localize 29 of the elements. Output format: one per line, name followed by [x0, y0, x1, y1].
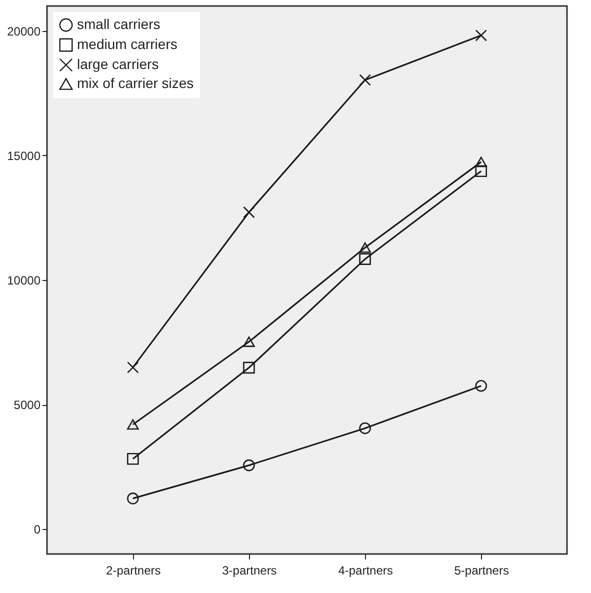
point	[243, 206, 255, 218]
point	[127, 452, 139, 465]
legend-label: large carriers	[77, 56, 159, 72]
x-tick-label: 4-partners	[338, 564, 393, 578]
point	[359, 422, 371, 434]
point	[475, 156, 487, 168]
y-tick-label: 0	[34, 522, 41, 537]
point	[475, 380, 487, 392]
x-tick-label: 2-partners	[106, 564, 161, 578]
y-tick-label: 10000	[7, 274, 41, 288]
point	[359, 74, 371, 86]
point	[127, 419, 139, 430]
point	[127, 492, 139, 504]
legend-label: medium carriers	[77, 36, 178, 52]
y-tick-label: 15000	[7, 148, 41, 163]
point	[243, 362, 255, 374]
point	[475, 30, 487, 42]
point	[359, 253, 371, 265]
y-tick-label: 5000	[14, 398, 41, 412]
x-tick-label: 5-partners	[454, 564, 509, 578]
point	[359, 242, 371, 253]
y-tick-label: 20000	[7, 24, 41, 38]
point	[127, 362, 139, 374]
point	[243, 459, 255, 472]
legend-label: small carriers	[77, 16, 160, 32]
point	[243, 336, 255, 347]
x-tick-label: 3-partners	[222, 564, 277, 578]
legend-label: mix of carrier sizes	[77, 75, 194, 91]
point	[475, 165, 487, 178]
